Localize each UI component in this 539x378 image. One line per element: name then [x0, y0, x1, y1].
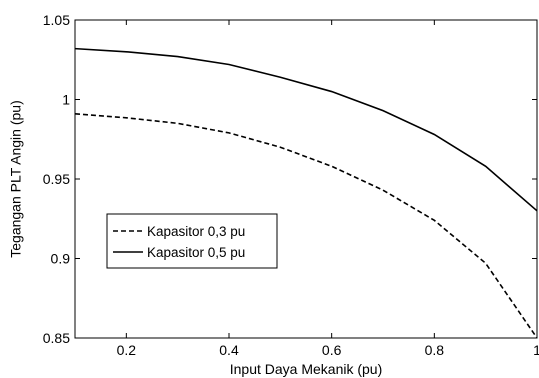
x-tick-label: 0.4	[219, 342, 239, 358]
y-axis-label: Tegangan PLT Angin (pu)	[8, 100, 24, 258]
y-tick-label: 1	[62, 92, 70, 108]
series-line-1	[74, 113, 538, 339]
legend-box	[106, 213, 278, 269]
x-tick-label: 0.2	[117, 342, 137, 358]
legend-label-2: Kapasitor 0,5 pu	[147, 245, 245, 260]
x-tick-label: 1	[533, 342, 539, 358]
y-tick-label: 0.85	[43, 330, 70, 346]
axis-ticks: 0.2 0.4 0.6 0.8 1 0.85 0.9 0.95 1 1.05	[43, 12, 539, 358]
x-tick-label: 0.8	[425, 342, 445, 358]
x-axis-label: Input Daya Mekanik (pu)	[230, 361, 383, 377]
y-tick-label: 1.05	[43, 12, 70, 28]
legend: Kapasitor 0,3 pu Kapasitor 0,5 pu	[106, 213, 278, 269]
y-tick-label: 0.9	[51, 251, 71, 267]
series-lines	[74, 47, 538, 339]
series-line-2	[74, 47, 538, 212]
x-tick-label: 0.6	[322, 342, 342, 358]
legend-label-1: Kapasitor 0,3 pu	[147, 224, 245, 239]
y-tick-label: 0.95	[43, 171, 70, 187]
plot-frame	[74, 19, 538, 339]
